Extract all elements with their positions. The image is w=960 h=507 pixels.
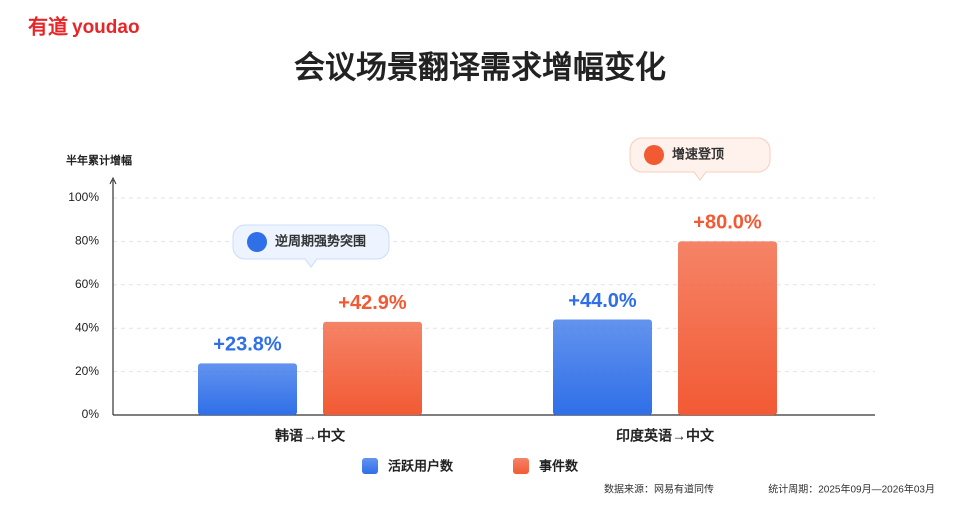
y-axis-label: 半年累计增幅 (66, 153, 132, 167)
annotation-text: 增速登顶 (672, 146, 724, 161)
y-tick-label: 0% (82, 407, 100, 421)
footer-period: 统计周期：2025年09月—2026年03月 (768, 483, 935, 496)
legend-label: 事件数 (539, 458, 579, 473)
footer-source: 数据来源：网易有道同传 (604, 483, 714, 496)
bar (198, 363, 297, 415)
legend-label: 活跃用户数 (388, 458, 454, 473)
legend-swatch (513, 458, 529, 474)
annotation-icon (247, 232, 267, 252)
brand-logo: 有道 (28, 14, 68, 38)
value-label: +80.0% (693, 212, 762, 234)
annotation-bubble (232, 224, 390, 268)
y-axis-arrow (109, 176, 117, 185)
y-tick-label: 80% (75, 234, 99, 248)
y-tick-label: 100% (68, 190, 99, 204)
y-tick-label: 20% (75, 364, 99, 378)
x-tick-label: 印度英语→中文 (616, 428, 715, 444)
x-tick-label: 韩语→中文 (275, 428, 346, 444)
y-tick-label: 60% (75, 277, 99, 291)
value-label: +23.8% (213, 334, 282, 356)
legend-swatch (362, 458, 378, 474)
annotation-bubble (629, 137, 771, 181)
value-label: +44.0% (568, 290, 637, 312)
bar (678, 241, 777, 415)
value-label: +42.9% (338, 292, 407, 314)
annotation-text: 逆周期强势突围 (275, 233, 366, 248)
y-tick-label: 40% (75, 320, 99, 334)
bar (553, 319, 652, 415)
brand-name: youdao (72, 17, 140, 38)
bar (323, 321, 422, 415)
chart-title: 会议场景翻译需求增幅变化 (294, 50, 666, 85)
annotation-icon (644, 145, 664, 165)
